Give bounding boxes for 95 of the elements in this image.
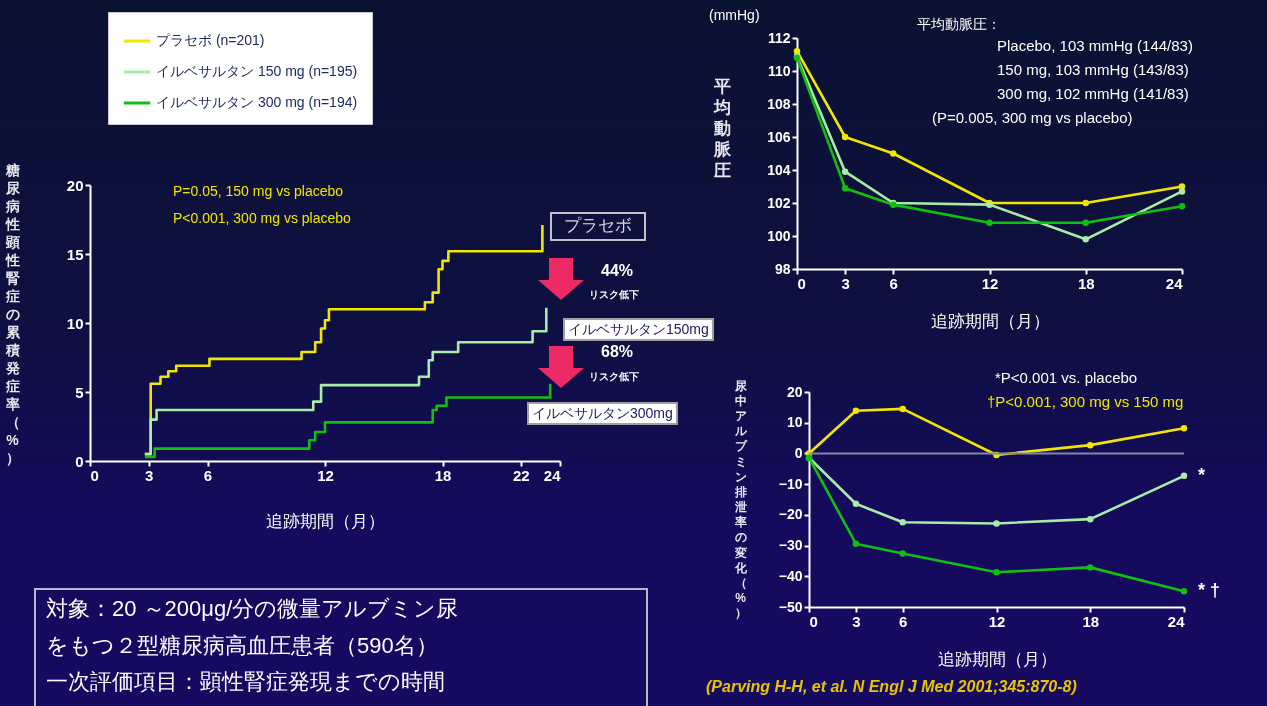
x-tick-label: 22 bbox=[512, 466, 530, 484]
point bbox=[1087, 441, 1094, 449]
y-tick-label: −40 bbox=[778, 567, 803, 584]
point bbox=[1082, 219, 1089, 227]
point bbox=[993, 569, 1000, 576]
x-tick-label: 24 bbox=[543, 466, 562, 484]
point bbox=[993, 520, 1000, 527]
x-axis-title: 追跡期間（月） bbox=[266, 511, 385, 531]
legend-label: プラセボ (n=201) bbox=[156, 32, 265, 48]
annotation: * † bbox=[1198, 580, 1221, 601]
text: リスク低下 bbox=[589, 371, 639, 382]
text: 糖尿病性顕性腎症の累積発症率（%） bbox=[5, 161, 20, 466]
x-tick-label: 6 bbox=[899, 612, 908, 630]
annotation: (P=0.005, 300 mg vs placebo) bbox=[932, 109, 1133, 127]
annotation: イルベサルタン300mg bbox=[527, 402, 678, 426]
text: イルベサルタン150mg bbox=[563, 318, 714, 342]
y-tick-label: 108 bbox=[767, 95, 791, 112]
y-tick-label: 102 bbox=[767, 194, 791, 211]
point bbox=[899, 405, 906, 413]
x-tick-label: 12 bbox=[981, 274, 999, 292]
point bbox=[1178, 203, 1186, 210]
text: リスク低下 bbox=[589, 289, 639, 300]
point bbox=[841, 133, 849, 141]
y-axis-title: 平均動脈圧 bbox=[713, 76, 732, 180]
x-axis-title: 追跡期間（月） bbox=[930, 311, 1050, 331]
y-tick-label: 106 bbox=[767, 128, 791, 145]
x-tick-label: 18 bbox=[1077, 274, 1095, 292]
y-tick-label: 20 bbox=[786, 383, 803, 400]
y-tick-label: 98 bbox=[774, 260, 791, 277]
x-tick-label: 12 bbox=[317, 466, 334, 484]
text: をもつ２型糖尿病高血圧患者（590名） bbox=[46, 633, 438, 659]
y-tick-label: −30 bbox=[778, 537, 803, 554]
x-tick-label: 3 bbox=[841, 274, 850, 292]
x-tick-label: 3 bbox=[852, 612, 861, 630]
y-tick-label: −50 bbox=[778, 598, 803, 615]
annotation: P=0.05, 150 mg vs placebo bbox=[173, 183, 344, 200]
point bbox=[899, 518, 906, 526]
y-tick-label: 110 bbox=[767, 62, 791, 79]
x-axis-title: 追跡期間（月） bbox=[937, 649, 1057, 669]
y-tick-label: 112 bbox=[767, 29, 791, 46]
point bbox=[1087, 564, 1094, 571]
text: 尿中アルブミン排泄率の変化（%） bbox=[734, 378, 747, 621]
point bbox=[1082, 199, 1089, 207]
x-tick-label: 24 bbox=[1165, 274, 1184, 292]
x-tick-label: 3 bbox=[145, 466, 154, 484]
text: 44% bbox=[601, 262, 634, 280]
y-tick-label: 104 bbox=[767, 161, 791, 178]
legend-label: イルベサルタン 150 mg (n=195) bbox=[156, 63, 358, 79]
point bbox=[1087, 515, 1094, 523]
point bbox=[986, 219, 993, 227]
annotation: †P<0.001, 300 mg vs 150 mg bbox=[987, 393, 1184, 411]
y-tick-label: −10 bbox=[778, 475, 803, 492]
y-tick-label: 0 bbox=[794, 444, 803, 461]
point bbox=[852, 500, 860, 508]
point bbox=[1180, 588, 1188, 595]
point bbox=[841, 184, 849, 192]
legend-label: イルベサルタン 300 mg (n=194) bbox=[156, 94, 358, 110]
annotation: Placebo, 103 mmHg (144/83) bbox=[997, 37, 1193, 55]
point bbox=[852, 540, 860, 547]
annotation: 150 mg, 103 mmHg (143/83) bbox=[997, 61, 1189, 79]
y-tick-label: 100 bbox=[767, 227, 791, 244]
x-tick-label: 18 bbox=[1082, 612, 1100, 630]
x-tick-label: 6 bbox=[889, 274, 898, 292]
y-tick-label: 0 bbox=[75, 452, 84, 470]
x-tick-label: 12 bbox=[988, 612, 1006, 630]
point bbox=[899, 550, 906, 557]
point bbox=[1178, 188, 1186, 195]
y-tick-label: 15 bbox=[66, 245, 84, 263]
point bbox=[852, 407, 860, 414]
x-tick-label: 18 bbox=[434, 466, 452, 484]
text: プラセボ bbox=[550, 212, 646, 241]
x-tick-label: 0 bbox=[90, 466, 99, 484]
text: 平均動脈圧： bbox=[917, 16, 1001, 33]
text: (mmHg) bbox=[709, 7, 760, 24]
text: (Parving H-H, et al. N Engl J Med 2001;345:870-8) bbox=[706, 678, 1077, 696]
x-tick-label: 6 bbox=[203, 466, 213, 484]
y-tick-label: −20 bbox=[778, 506, 803, 523]
annotation: * bbox=[1198, 464, 1206, 485]
x-tick-label: 0 bbox=[809, 612, 818, 630]
text: 68% bbox=[601, 343, 634, 361]
annotation: P<0.001, 300 mg vs placebo bbox=[173, 210, 351, 227]
point bbox=[1082, 236, 1089, 243]
y-tick-label: 10 bbox=[786, 414, 803, 431]
point bbox=[1180, 425, 1188, 432]
point bbox=[841, 168, 849, 175]
annotation: 300 mg, 102 mmHg (141/83) bbox=[997, 85, 1189, 103]
text: *P<0.001 vs. placebo bbox=[995, 369, 1138, 387]
text: 一次評価項目：顕性腎症発現までの時間 bbox=[46, 669, 445, 695]
point bbox=[1180, 472, 1188, 480]
text: 対象：20 ～200μg/分の微量アルブミン尿 bbox=[46, 596, 459, 622]
y-tick-label: 10 bbox=[66, 314, 84, 332]
y-tick-label: 5 bbox=[75, 383, 84, 401]
point bbox=[890, 150, 897, 157]
x-tick-label: 24 bbox=[1167, 612, 1186, 630]
y-tick-label: 20 bbox=[66, 176, 84, 194]
